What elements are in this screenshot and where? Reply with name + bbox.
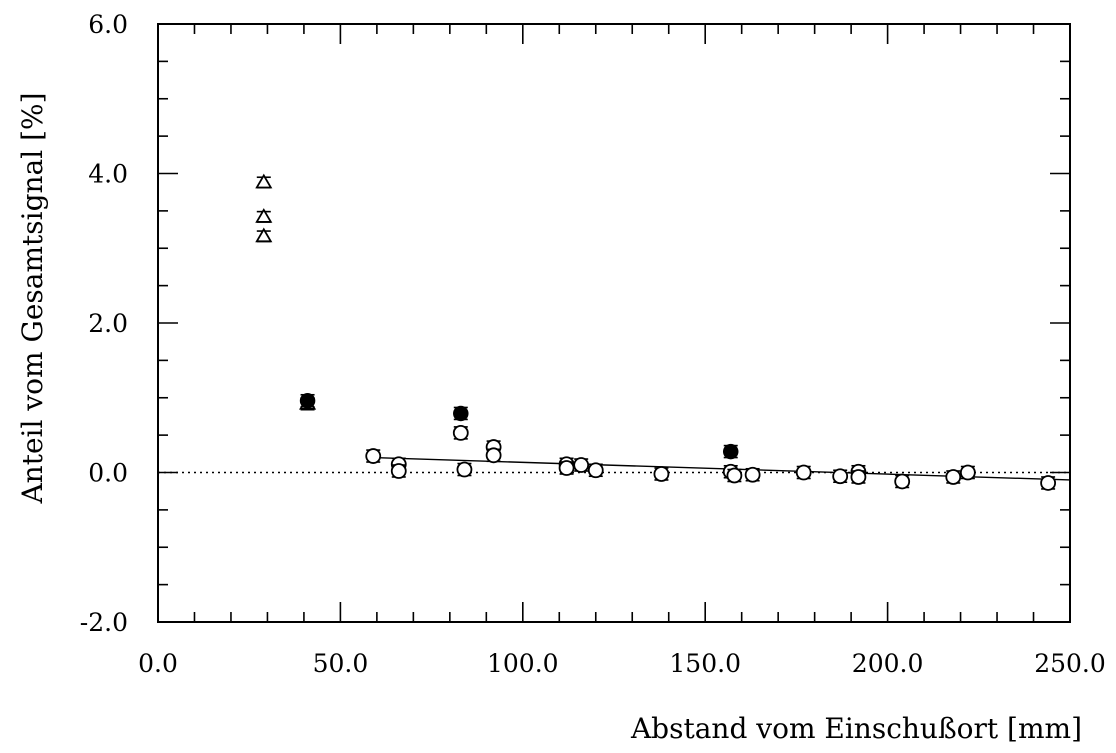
data-point bbox=[573, 457, 590, 473]
y-tick-label: 2.0 bbox=[88, 309, 128, 338]
x-tick-label: 200.0 bbox=[852, 649, 924, 678]
data-point bbox=[558, 460, 575, 476]
open-circle-marker bbox=[558, 460, 575, 476]
x-axis-title: Abstand vom Einschußort [mm] bbox=[630, 712, 1082, 745]
open-circle-marker bbox=[744, 466, 761, 483]
data-point bbox=[850, 469, 867, 485]
filled-circle-marker bbox=[453, 405, 469, 422]
y-tick-label: -2.0 bbox=[80, 608, 128, 637]
triangle-marker bbox=[255, 227, 273, 243]
y-tick-label: 0.0 bbox=[88, 459, 128, 488]
data-point bbox=[945, 469, 962, 485]
data-point bbox=[894, 473, 911, 490]
open-circle-marker bbox=[795, 464, 812, 481]
x-tick-label: 50.0 bbox=[313, 649, 369, 678]
open-circle-marker bbox=[850, 469, 867, 485]
data-point bbox=[959, 464, 976, 481]
y-axis-title: Anteil vom Gesamtsignal [%] bbox=[16, 92, 49, 504]
open-circle-marker bbox=[1040, 475, 1057, 491]
open-circle-marker bbox=[390, 463, 407, 479]
x-tick-label: 100.0 bbox=[487, 649, 559, 678]
open-circle-marker bbox=[894, 473, 911, 490]
x-tick-label: 250.0 bbox=[1034, 649, 1106, 678]
data-point bbox=[653, 466, 670, 482]
x-tick-label: 150.0 bbox=[669, 649, 741, 678]
data-point bbox=[452, 424, 469, 441]
data-point bbox=[453, 405, 469, 422]
axis-ticks bbox=[157, 23, 1071, 623]
data-point bbox=[832, 468, 849, 485]
open-circle-marker bbox=[726, 467, 743, 484]
open-circle-marker bbox=[945, 469, 962, 485]
open-circle-marker bbox=[485, 447, 502, 464]
open-circle-marker bbox=[452, 424, 469, 441]
reference-lines bbox=[158, 456, 1071, 481]
data-point bbox=[255, 208, 273, 223]
data-point bbox=[255, 173, 273, 189]
filled-circle-marker bbox=[722, 443, 739, 460]
data-points bbox=[255, 173, 1057, 491]
open-circle-marker bbox=[653, 466, 670, 482]
data-point bbox=[722, 443, 739, 460]
data-point bbox=[485, 447, 502, 464]
data-point bbox=[456, 461, 473, 478]
open-circle-marker bbox=[832, 468, 849, 485]
data-point bbox=[1040, 475, 1057, 491]
open-circle-marker bbox=[573, 457, 590, 473]
data-point bbox=[795, 464, 812, 481]
y-tick-label: 6.0 bbox=[88, 10, 128, 39]
open-circle-marker bbox=[959, 464, 976, 481]
data-point bbox=[390, 463, 407, 479]
triangle-marker bbox=[255, 208, 273, 223]
data-point bbox=[587, 462, 604, 479]
plot-frame bbox=[157, 23, 1071, 623]
x-tick-label: 0.0 bbox=[138, 649, 178, 678]
data-point bbox=[299, 392, 316, 409]
data-point bbox=[744, 466, 761, 483]
data-point bbox=[365, 448, 382, 464]
data-point bbox=[255, 227, 273, 243]
open-circle-marker bbox=[587, 462, 604, 479]
y-tick-label: 4.0 bbox=[88, 160, 128, 189]
open-circle-marker bbox=[365, 448, 382, 464]
open-circle-marker bbox=[456, 461, 473, 478]
triangle-marker bbox=[255, 173, 273, 189]
filled-circle-marker bbox=[299, 392, 316, 409]
tick-labels: 0.0 50.0 100.0 150.0 200.0 250.0 -2.0 0.0 2.0 4.0… bbox=[80, 10, 1106, 678]
data-point bbox=[726, 467, 743, 484]
